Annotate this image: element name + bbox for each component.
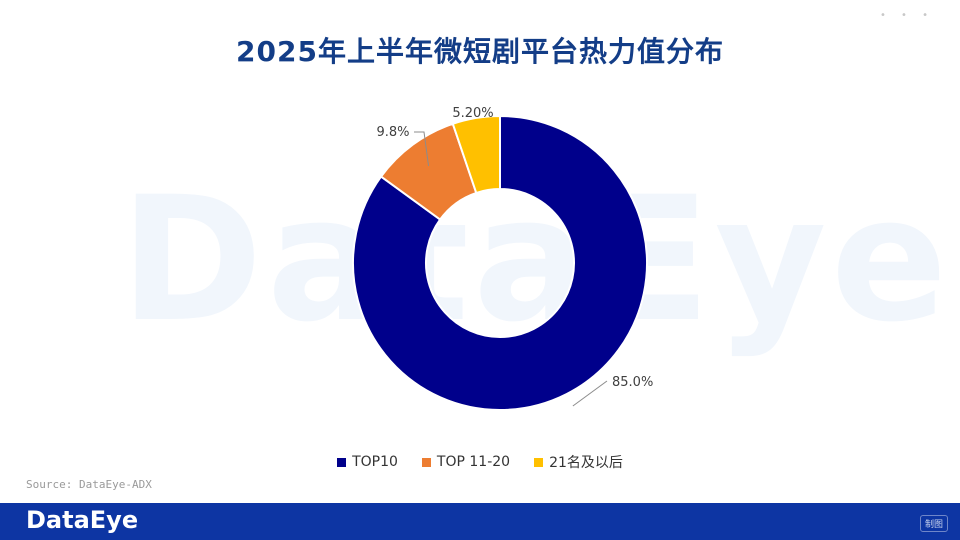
data-label-rank21-plus: 5.20%: [452, 106, 493, 121]
legend-swatch-top10: [337, 457, 347, 467]
legend-swatch-top11-20: [421, 457, 431, 467]
slice-rank21-plus: [451, 114, 501, 195]
top-dots: • • •: [879, 10, 934, 21]
leader-line: [414, 131, 430, 167]
chart-title: 2025年上半年微短剧平台热力值分布: [236, 35, 724, 68]
slice-top10: [352, 114, 648, 411]
data-label-top10: 85.0%: [612, 375, 653, 390]
legend-item-top11-20: TOP 11-20: [421, 452, 511, 472]
data-label-top11-20: 9.8%: [376, 125, 409, 140]
legend-label-top10: TOP10: [352, 454, 398, 470]
legend-item-rank21-plus: 21名及以后: [534, 452, 623, 472]
chart-legend: TOP10 TOP 11-20 21名及以后: [0, 452, 960, 472]
legend-item-top10: TOP10: [337, 452, 398, 472]
legend-label-top11-20: TOP 11-20: [436, 454, 511, 470]
footer-logo: DataEye: [26, 506, 139, 534]
leader-line: [572, 380, 608, 407]
source-note: Source: DataEye-ADX: [26, 478, 152, 491]
legend-label-rank21-plus: 21名及以后: [549, 455, 623, 471]
footer-bar: DataEye 制图: [0, 503, 960, 540]
legend-swatch-rank21-plus: [534, 457, 544, 467]
footer-badge: 制图: [919, 515, 948, 532]
